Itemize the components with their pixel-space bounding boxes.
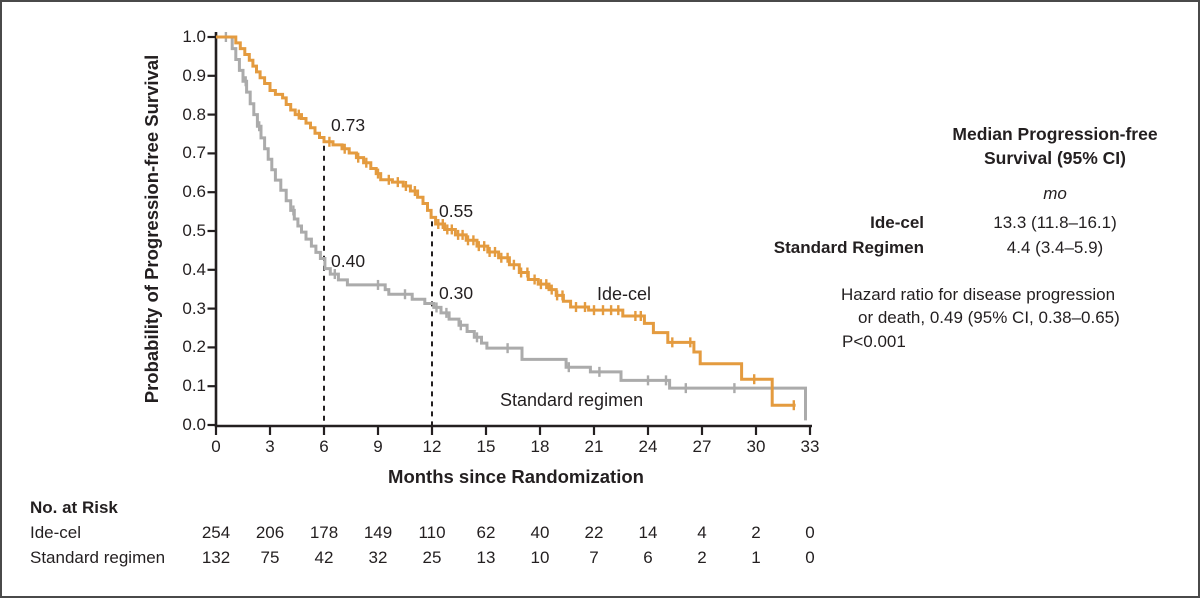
x-tick-label: 0 bbox=[211, 437, 221, 456]
risk-count: 7 bbox=[589, 548, 599, 567]
x-tick-label: 24 bbox=[638, 437, 658, 456]
stats-row-value-ide-cel: 13.3 (11.8–16.1) bbox=[993, 213, 1117, 232]
y-tick-label: 0.0 bbox=[182, 415, 206, 434]
risk-count: 132 bbox=[201, 548, 231, 567]
risk-count: 22 bbox=[584, 523, 604, 542]
risk-count: 2 bbox=[751, 523, 761, 542]
risk-count: 6 bbox=[643, 548, 653, 567]
y-tick-label: 0.1 bbox=[182, 376, 206, 396]
annotation-standard-6mo: 0.40 bbox=[331, 251, 366, 271]
risk-count: 14 bbox=[638, 523, 658, 542]
p-value: P<0.001 bbox=[842, 332, 906, 351]
x-axis-title: Months since Randomization bbox=[388, 466, 644, 487]
y-tick-label: 0.7 bbox=[182, 143, 206, 163]
risk-count: 1 bbox=[751, 548, 761, 567]
hazard-ratio-line2: or death, 0.49 (95% CI, 0.38–0.65) bbox=[858, 308, 1120, 327]
curve-label-standard-regimen: Standard regimen bbox=[500, 390, 644, 410]
x-tick-label: 3 bbox=[265, 437, 275, 456]
curve-label-ide-cel: Ide-cel bbox=[597, 284, 652, 304]
y-tick-label: 0.5 bbox=[182, 221, 206, 240]
survival-curve-standard-regimen bbox=[216, 35, 807, 421]
risk-count: 0 bbox=[805, 548, 815, 567]
risk-count: 40 bbox=[530, 523, 550, 542]
y-tick-label: 0.8 bbox=[182, 104, 206, 124]
stats-row-label-ide-cel: Ide-cel bbox=[870, 213, 924, 232]
risk-count: 32 bbox=[368, 548, 388, 567]
risk-count: 2 bbox=[697, 548, 707, 567]
x-tick-label: 27 bbox=[692, 437, 712, 456]
stats-row-label-standard-regimen: Standard Regimen bbox=[773, 238, 924, 257]
risk-count: 75 bbox=[260, 548, 280, 567]
annotation-standard-12mo: 0.30 bbox=[439, 283, 474, 303]
risk-count: 42 bbox=[314, 548, 334, 567]
stats-unit-label: mo bbox=[1043, 184, 1067, 203]
risk-count: 4 bbox=[697, 523, 707, 542]
risk-count: 254 bbox=[201, 523, 231, 542]
y-tick-label: 0.2 bbox=[182, 337, 206, 357]
risk-count: 178 bbox=[309, 523, 339, 542]
y-tick-label: 1.0 bbox=[182, 27, 206, 46]
risk-count: 13 bbox=[476, 548, 496, 567]
y-tick-label: 0.6 bbox=[182, 182, 206, 202]
annotation-idecel-12mo: 0.55 bbox=[439, 201, 474, 221]
risk-count: 25 bbox=[422, 548, 442, 567]
x-tick-label: 30 bbox=[746, 437, 766, 456]
y-tick-label: 0.3 bbox=[182, 298, 206, 318]
x-tick-label: 9 bbox=[373, 437, 383, 456]
x-tick-label: 15 bbox=[476, 437, 496, 456]
risk-count: 149 bbox=[363, 523, 393, 542]
stats-row-value-standard-regimen: 4.4 (3.4–5.9) bbox=[1006, 238, 1104, 257]
risk-count: 10 bbox=[530, 548, 550, 567]
survival-curve-ide-cel bbox=[216, 35, 796, 407]
x-tick-label: 33 bbox=[800, 437, 820, 456]
annotation-idecel-6mo: 0.73 bbox=[331, 115, 366, 135]
x-tick-label: 21 bbox=[584, 437, 604, 456]
y-tick-label: 0.9 bbox=[182, 65, 206, 85]
risk-row-label-standard-regimen: Standard regimen bbox=[30, 548, 166, 567]
risk-table-title: No. at Risk bbox=[30, 498, 118, 517]
x-tick-label: 12 bbox=[422, 437, 442, 456]
stats-panel-header: Median Progression-free Survival (95% CI… bbox=[905, 122, 1198, 170]
risk-count: 110 bbox=[418, 523, 446, 542]
y-tick-label: 0.4 bbox=[182, 259, 206, 279]
hazard-ratio-line1: Hazard ratio for disease progression bbox=[841, 285, 1116, 304]
stats-header-line2: Survival (95% CI) bbox=[984, 148, 1126, 168]
x-tick-label: 18 bbox=[530, 437, 550, 456]
risk-count: 206 bbox=[255, 523, 285, 542]
risk-count: 0 bbox=[805, 523, 815, 542]
axis-lines bbox=[214, 32, 812, 428]
risk-row-label-ide-cel: Ide-cel bbox=[30, 523, 82, 542]
x-tick-label: 6 bbox=[319, 437, 329, 456]
risk-count: 62 bbox=[476, 523, 496, 542]
stats-header-line1: Median Progression-free bbox=[952, 124, 1158, 144]
